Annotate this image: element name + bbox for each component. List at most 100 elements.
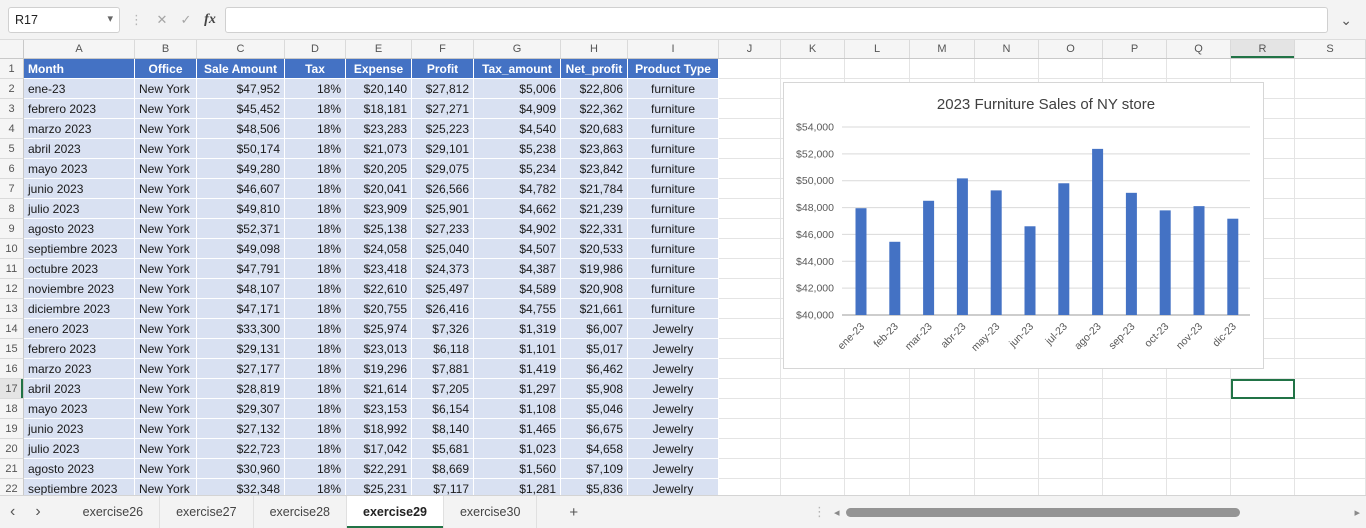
cell-B5[interactable]: New York: [135, 139, 197, 159]
cell-B10[interactable]: New York: [135, 239, 197, 259]
row-header-5[interactable]: 5: [0, 139, 24, 159]
cell-N21[interactable]: [975, 459, 1039, 479]
cell-D14[interactable]: 18%: [285, 319, 346, 339]
cell-S14[interactable]: [1295, 319, 1366, 339]
cell-S13[interactable]: [1295, 299, 1366, 319]
column-header-K[interactable]: K: [781, 40, 845, 58]
cell-O19[interactable]: [1039, 419, 1103, 439]
column-header-L[interactable]: L: [845, 40, 910, 58]
cell-A12[interactable]: noviembre 2023: [24, 279, 135, 299]
cell-I19[interactable]: Jewelry: [628, 419, 719, 439]
cell-J10[interactable]: [719, 239, 781, 259]
cell-R19[interactable]: [1231, 419, 1295, 439]
cell-E5[interactable]: $21,073: [346, 139, 412, 159]
cell-B2[interactable]: New York: [135, 79, 197, 99]
sheet-nav-left-icon[interactable]: ‹: [10, 503, 16, 520]
cell-I16[interactable]: Jewelry: [628, 359, 719, 379]
cell-S15[interactable]: [1295, 339, 1366, 359]
cell-B3[interactable]: New York: [135, 99, 197, 119]
cell-E3[interactable]: $18,181: [346, 99, 412, 119]
column-header-M[interactable]: M: [910, 40, 975, 58]
cell-Q19[interactable]: [1167, 419, 1231, 439]
cell-C4[interactable]: $48,506: [197, 119, 285, 139]
cell-G14[interactable]: $1,319: [474, 319, 561, 339]
row-header-16[interactable]: 16: [0, 359, 24, 379]
cell-I18[interactable]: Jewelry: [628, 399, 719, 419]
cell-O22[interactable]: [1039, 479, 1103, 495]
cell-G21[interactable]: $1,560: [474, 459, 561, 479]
cell-I12[interactable]: furniture: [628, 279, 719, 299]
cell-B22[interactable]: New York: [135, 479, 197, 495]
cell-S7[interactable]: [1295, 179, 1366, 199]
cell-F22[interactable]: $7,117: [412, 479, 474, 495]
column-header-R[interactable]: R: [1231, 40, 1295, 58]
cell-S8[interactable]: [1295, 199, 1366, 219]
row-header-12[interactable]: 12: [0, 279, 24, 299]
cell-M22[interactable]: [910, 479, 975, 495]
row-header-20[interactable]: 20: [0, 439, 24, 459]
cell-S21[interactable]: [1295, 459, 1366, 479]
cell-C7[interactable]: $46,607: [197, 179, 285, 199]
cell-F7[interactable]: $26,566: [412, 179, 474, 199]
cell-A8[interactable]: julio 2023: [24, 199, 135, 219]
cell-J9[interactable]: [719, 219, 781, 239]
cell-C21[interactable]: $30,960: [197, 459, 285, 479]
cell-B14[interactable]: New York: [135, 319, 197, 339]
cell-F3[interactable]: $27,271: [412, 99, 474, 119]
cell-C14[interactable]: $33,300: [197, 319, 285, 339]
cell-A11[interactable]: octubre 2023: [24, 259, 135, 279]
cell-E2[interactable]: $20,140: [346, 79, 412, 99]
cell-A2[interactable]: ene-23: [24, 79, 135, 99]
cell-A9[interactable]: agosto 2023: [24, 219, 135, 239]
cell-O21[interactable]: [1039, 459, 1103, 479]
cell-H6[interactable]: $23,842: [561, 159, 628, 179]
cell-H19[interactable]: $6,675: [561, 419, 628, 439]
row-header-6[interactable]: 6: [0, 159, 24, 179]
cell-E18[interactable]: $23,153: [346, 399, 412, 419]
cell-B1[interactable]: Office: [135, 59, 197, 79]
cell-B18[interactable]: New York: [135, 399, 197, 419]
cell-G15[interactable]: $1,101: [474, 339, 561, 359]
cell-F2[interactable]: $27,812: [412, 79, 474, 99]
cell-A22[interactable]: septiembre 2023: [24, 479, 135, 495]
column-header-P[interactable]: P: [1103, 40, 1167, 58]
cell-L18[interactable]: [845, 399, 910, 419]
cell-C17[interactable]: $28,819: [197, 379, 285, 399]
cell-P1[interactable]: [1103, 59, 1167, 79]
cell-B17[interactable]: New York: [135, 379, 197, 399]
cell-P18[interactable]: [1103, 399, 1167, 419]
cell-N22[interactable]: [975, 479, 1039, 495]
row-header-7[interactable]: 7: [0, 179, 24, 199]
cell-L1[interactable]: [845, 59, 910, 79]
cell-J14[interactable]: [719, 319, 781, 339]
cell-A14[interactable]: enero 2023: [24, 319, 135, 339]
cell-F1[interactable]: Profit: [412, 59, 474, 79]
cell-I13[interactable]: furniture: [628, 299, 719, 319]
cell-B15[interactable]: New York: [135, 339, 197, 359]
cell-J19[interactable]: [719, 419, 781, 439]
column-header-E[interactable]: E: [346, 40, 412, 58]
cell-S16[interactable]: [1295, 359, 1366, 379]
cell-M20[interactable]: [910, 439, 975, 459]
cell-B12[interactable]: New York: [135, 279, 197, 299]
cell-K19[interactable]: [781, 419, 845, 439]
cell-L20[interactable]: [845, 439, 910, 459]
cell-J21[interactable]: [719, 459, 781, 479]
formula-bar-expand-icon[interactable]: ⌄: [1340, 11, 1352, 28]
cell-S6[interactable]: [1295, 159, 1366, 179]
cell-H21[interactable]: $7,109: [561, 459, 628, 479]
sheet-tab-exercise27[interactable]: exercise27: [160, 496, 254, 528]
cell-E15[interactable]: $23,013: [346, 339, 412, 359]
column-header-B[interactable]: B: [135, 40, 197, 58]
cell-E11[interactable]: $23,418: [346, 259, 412, 279]
cell-O1[interactable]: [1039, 59, 1103, 79]
cell-S11[interactable]: [1295, 259, 1366, 279]
cell-F4[interactable]: $25,223: [412, 119, 474, 139]
cell-F18[interactable]: $6,154: [412, 399, 474, 419]
cell-D11[interactable]: 18%: [285, 259, 346, 279]
cell-H9[interactable]: $22,331: [561, 219, 628, 239]
cell-G13[interactable]: $4,755: [474, 299, 561, 319]
cell-E8[interactable]: $23,909: [346, 199, 412, 219]
cell-O20[interactable]: [1039, 439, 1103, 459]
cell-P19[interactable]: [1103, 419, 1167, 439]
